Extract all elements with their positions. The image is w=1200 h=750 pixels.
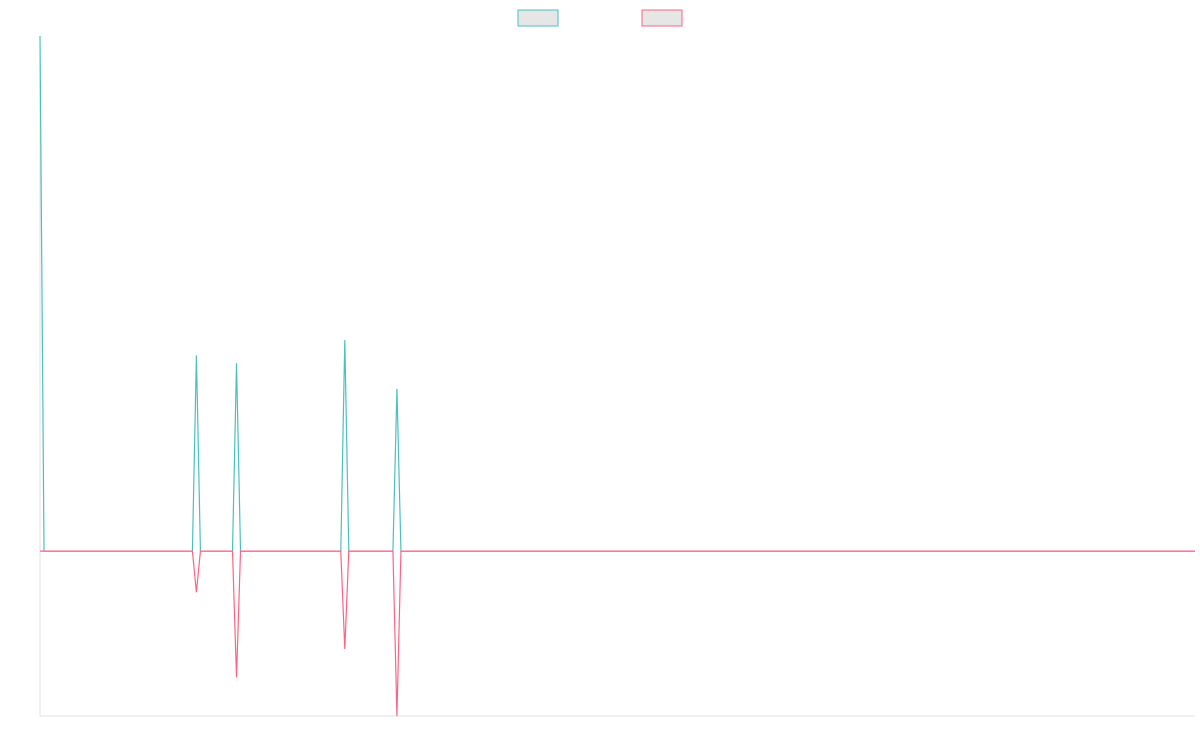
legend-swatch[interactable] — [517, 9, 559, 27]
legend-swatch[interactable] — [641, 9, 683, 27]
data-line — [39, 35, 1195, 552]
data-line — [40, 550, 1195, 717]
